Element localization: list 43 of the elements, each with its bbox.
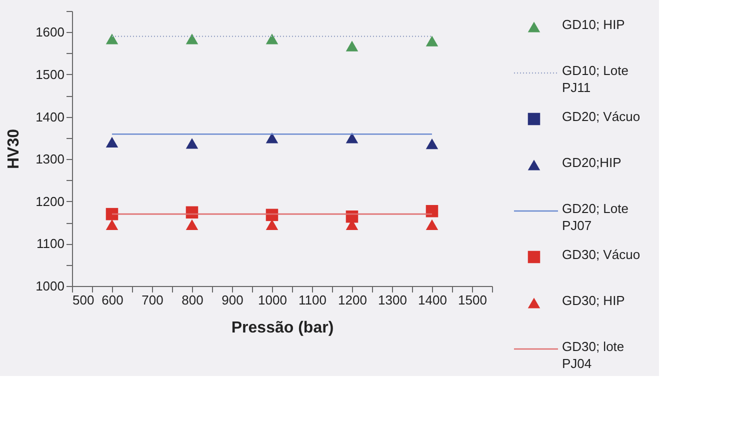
y-tick-label: 1100: [36, 236, 64, 252]
point: [426, 219, 438, 230]
point: [186, 219, 198, 230]
x-tick-label: 600: [102, 292, 124, 308]
x-tick-label: 1200: [338, 292, 367, 308]
point: [426, 204, 438, 218]
y-tick-label: 1600: [36, 24, 64, 40]
point: [186, 138, 198, 149]
point: [106, 208, 118, 220]
x-tick-label: 1000: [258, 292, 287, 308]
y-tick-label: 1500: [36, 66, 64, 82]
x-tick-label: 1500: [458, 292, 487, 308]
x-tick-label: 1300: [378, 292, 407, 308]
y-tick-label: 1200: [36, 194, 64, 209]
x-axis-title: Pressão (bar): [231, 320, 334, 336]
legend-label: GD30; Vácuo: [562, 247, 640, 262]
x-tick-label: 800: [182, 292, 204, 308]
legend-label: GD10; HIP: [562, 17, 625, 32]
x-tick-label: 900: [222, 292, 244, 308]
legend-label: GD10; Lote PJ11: [562, 63, 628, 95]
x-tick-label: 1400: [418, 292, 447, 308]
point: [106, 219, 118, 230]
x-tick-label: 700: [142, 292, 164, 308]
legend-label: GD30; HIP: [562, 293, 625, 308]
x-tick-label: 1100: [298, 292, 326, 308]
point: [346, 132, 358, 144]
point: [266, 34, 278, 44]
legend-label: GD20; Vácuo: [562, 109, 640, 124]
point: [186, 34, 198, 44]
point: [266, 132, 278, 144]
point: [426, 138, 438, 150]
point: [346, 40, 358, 52]
y-tick-label: 1300: [36, 152, 64, 167]
point: [426, 36, 438, 46]
legend-label: GD30; lote PJ04: [562, 339, 624, 371]
y-axis-title: HV30: [6, 128, 23, 170]
legend-label: GD20; Lote PJ07: [562, 201, 628, 233]
x-tick-label: 500: [72, 292, 94, 308]
y-tick-label: 1400: [36, 109, 64, 124]
point: [106, 136, 118, 148]
point: [106, 34, 118, 44]
y-tick-label: 1000: [36, 278, 64, 294]
legend-label: GD20;HIP: [562, 155, 622, 170]
